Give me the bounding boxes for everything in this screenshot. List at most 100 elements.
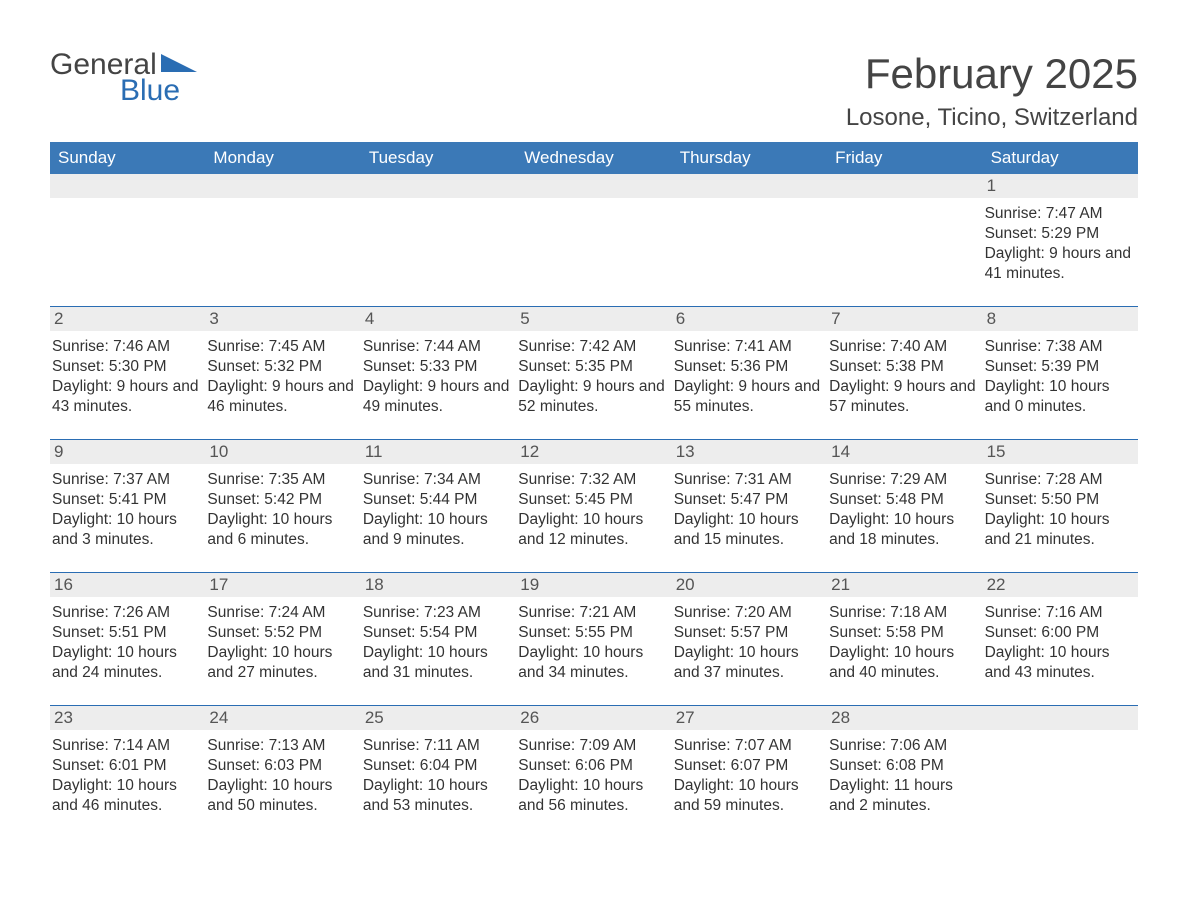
sunset-line: Sunset: 5:35 PM <box>518 357 665 377</box>
day-cell: Sunrise: 7:44 AMSunset: 5:33 PMDaylight:… <box>361 331 516 421</box>
sunrise-line: Sunrise: 7:37 AM <box>52 470 199 490</box>
sunrise-line: Sunrise: 7:09 AM <box>518 736 665 756</box>
day-number <box>827 174 982 198</box>
day-body-row: Sunrise: 7:46 AMSunset: 5:30 PMDaylight:… <box>50 331 1138 421</box>
daylight-line: Daylight: 9 hours and 46 minutes. <box>207 377 354 417</box>
day-number: 4 <box>361 307 516 331</box>
daylight-line: Daylight: 9 hours and 55 minutes. <box>674 377 821 417</box>
daylight-line: Daylight: 10 hours and 3 minutes. <box>52 510 199 550</box>
sunset-line: Sunset: 5:50 PM <box>985 490 1132 510</box>
sunset-line: Sunset: 5:58 PM <box>829 623 976 643</box>
day-number: 21 <box>827 573 982 597</box>
weekday-wednesday: Wednesday <box>516 142 671 174</box>
day-number: 1 <box>983 174 1138 198</box>
day-cell: Sunrise: 7:45 AMSunset: 5:32 PMDaylight:… <box>205 331 360 421</box>
day-cell: Sunrise: 7:21 AMSunset: 5:55 PMDaylight:… <box>516 597 671 687</box>
header: General Blue February 2025 Losone, Ticin… <box>50 50 1138 132</box>
week-row: 232425262728 Sunrise: 7:14 AMSunset: 6:01… <box>50 705 1138 820</box>
sunrise-line: Sunrise: 7:47 AM <box>985 204 1132 224</box>
day-number: 19 <box>516 573 671 597</box>
day-cell: Sunrise: 7:35 AMSunset: 5:42 PMDaylight:… <box>205 464 360 554</box>
sunrise-line: Sunrise: 7:06 AM <box>829 736 976 756</box>
day-number: 18 <box>361 573 516 597</box>
daylight-line: Daylight: 11 hours and 2 minutes. <box>829 776 976 816</box>
day-number: 12 <box>516 440 671 464</box>
day-number-row: 1 <box>50 174 1138 198</box>
daylight-line: Daylight: 10 hours and 43 minutes. <box>985 643 1132 683</box>
calendar: SundayMondayTuesdayWednesdayThursdayFrid… <box>50 142 1138 820</box>
sunrise-line: Sunrise: 7:34 AM <box>363 470 510 490</box>
day-body-row: Sunrise: 7:37 AMSunset: 5:41 PMDaylight:… <box>50 464 1138 554</box>
day-number-row: 232425262728 <box>50 706 1138 730</box>
week-row: 16171819202122Sunrise: 7:26 AMSunset: 5:… <box>50 572 1138 687</box>
day-number: 5 <box>516 307 671 331</box>
sunrise-line: Sunrise: 7:46 AM <box>52 337 199 357</box>
day-cell: Sunrise: 7:23 AMSunset: 5:54 PMDaylight:… <box>361 597 516 687</box>
sunrise-line: Sunrise: 7:29 AM <box>829 470 976 490</box>
day-number: 2 <box>50 307 205 331</box>
day-cell <box>672 198 827 288</box>
day-body-row: Sunrise: 7:47 AMSunset: 5:29 PMDaylight:… <box>50 198 1138 288</box>
sunset-line: Sunset: 5:42 PM <box>207 490 354 510</box>
day-cell: Sunrise: 7:09 AMSunset: 6:06 PMDaylight:… <box>516 730 671 820</box>
day-cell: Sunrise: 7:11 AMSunset: 6:04 PMDaylight:… <box>361 730 516 820</box>
day-number: 15 <box>983 440 1138 464</box>
sunset-line: Sunset: 6:03 PM <box>207 756 354 776</box>
sunset-line: Sunset: 5:38 PM <box>829 357 976 377</box>
day-cell <box>361 198 516 288</box>
weekday-sunday: Sunday <box>50 142 205 174</box>
day-cell: Sunrise: 7:24 AMSunset: 5:52 PMDaylight:… <box>205 597 360 687</box>
daylight-line: Daylight: 10 hours and 40 minutes. <box>829 643 976 683</box>
sunset-line: Sunset: 6:01 PM <box>52 756 199 776</box>
day-cell: Sunrise: 7:41 AMSunset: 5:36 PMDaylight:… <box>672 331 827 421</box>
week-row: 2345678Sunrise: 7:46 AMSunset: 5:30 PMDa… <box>50 306 1138 421</box>
day-number-row: 16171819202122 <box>50 573 1138 597</box>
daylight-line: Daylight: 9 hours and 41 minutes. <box>985 244 1132 284</box>
logo: General Blue <box>50 50 197 106</box>
day-number: 26 <box>516 706 671 730</box>
day-body-row: Sunrise: 7:26 AMSunset: 5:51 PMDaylight:… <box>50 597 1138 687</box>
sunset-line: Sunset: 5:57 PM <box>674 623 821 643</box>
day-number <box>361 174 516 198</box>
sunrise-line: Sunrise: 7:32 AM <box>518 470 665 490</box>
weekday-friday: Friday <box>827 142 982 174</box>
sunrise-line: Sunrise: 7:14 AM <box>52 736 199 756</box>
daylight-line: Daylight: 10 hours and 6 minutes. <box>207 510 354 550</box>
daylight-line: Daylight: 10 hours and 0 minutes. <box>985 377 1132 417</box>
day-number: 25 <box>361 706 516 730</box>
day-cell: Sunrise: 7:29 AMSunset: 5:48 PMDaylight:… <box>827 464 982 554</box>
daylight-line: Daylight: 10 hours and 37 minutes. <box>674 643 821 683</box>
sunrise-line: Sunrise: 7:23 AM <box>363 603 510 623</box>
sunset-line: Sunset: 5:36 PM <box>674 357 821 377</box>
daylight-line: Daylight: 10 hours and 56 minutes. <box>518 776 665 816</box>
sunrise-line: Sunrise: 7:24 AM <box>207 603 354 623</box>
daylight-line: Daylight: 10 hours and 50 minutes. <box>207 776 354 816</box>
day-cell <box>50 198 205 288</box>
sunset-line: Sunset: 5:39 PM <box>985 357 1132 377</box>
day-number: 22 <box>983 573 1138 597</box>
daylight-line: Daylight: 10 hours and 9 minutes. <box>363 510 510 550</box>
sunset-line: Sunset: 5:44 PM <box>363 490 510 510</box>
sunrise-line: Sunrise: 7:20 AM <box>674 603 821 623</box>
weekday-monday: Monday <box>205 142 360 174</box>
sunrise-line: Sunrise: 7:38 AM <box>985 337 1132 357</box>
sunrise-line: Sunrise: 7:26 AM <box>52 603 199 623</box>
day-number <box>205 174 360 198</box>
logo-text-blue: Blue <box>120 76 197 106</box>
weekday-tuesday: Tuesday <box>361 142 516 174</box>
sunset-line: Sunset: 5:29 PM <box>985 224 1132 244</box>
day-number <box>672 174 827 198</box>
daylight-line: Daylight: 9 hours and 43 minutes. <box>52 377 199 417</box>
day-cell <box>983 730 1138 820</box>
sunrise-line: Sunrise: 7:28 AM <box>985 470 1132 490</box>
weekday-header-row: SundayMondayTuesdayWednesdayThursdayFrid… <box>50 142 1138 174</box>
sunrise-line: Sunrise: 7:44 AM <box>363 337 510 357</box>
day-number: 28 <box>827 706 982 730</box>
sunrise-line: Sunrise: 7:42 AM <box>518 337 665 357</box>
day-cell <box>516 198 671 288</box>
location: Losone, Ticino, Switzerland <box>846 104 1138 132</box>
sunset-line: Sunset: 5:32 PM <box>207 357 354 377</box>
day-cell: Sunrise: 7:13 AMSunset: 6:03 PMDaylight:… <box>205 730 360 820</box>
sunrise-line: Sunrise: 7:18 AM <box>829 603 976 623</box>
daylight-line: Daylight: 9 hours and 57 minutes. <box>829 377 976 417</box>
